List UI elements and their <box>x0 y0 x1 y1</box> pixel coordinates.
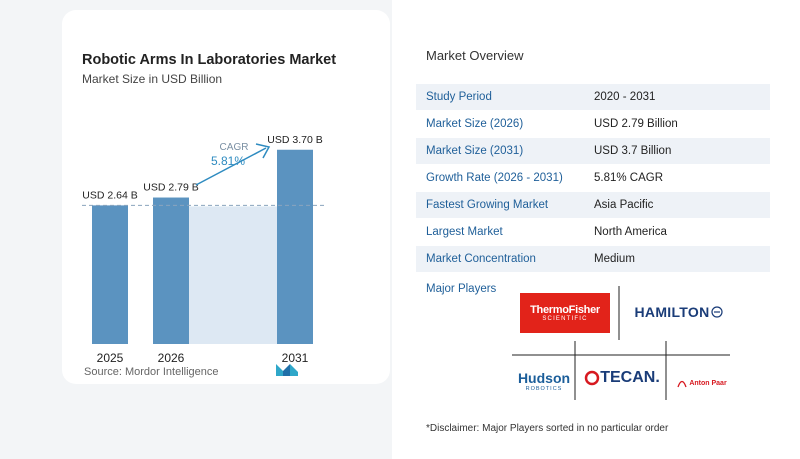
overview-row: Largest Market North America <box>416 219 770 246</box>
growth-region <box>189 206 277 344</box>
hamilton-logo: HAMILTON <box>624 300 734 324</box>
overview-row: Market Concentration Medium <box>416 246 770 273</box>
category-label: 2026 <box>158 351 185 365</box>
bar <box>153 197 189 344</box>
category-label: 2025 <box>97 351 124 365</box>
bar-value-label: USD 2.79 B <box>143 182 198 194</box>
hudson-sub: ROBOTICS <box>525 386 563 392</box>
overview-row: Market Size (2026) USD 2.79 Billion <box>416 111 770 138</box>
bar-value-label: USD 3.70 B <box>267 134 322 146</box>
overview-value: North America <box>594 226 667 238</box>
chart-title: Robotic Arms In Laboratories Market <box>82 52 337 68</box>
market-overview-panel: Market Overview Study Period 2020 - 2031 M… <box>392 0 800 459</box>
overview-label: Growth Rate (2026 - 2031) <box>426 172 563 184</box>
thermofisher-logo: ThermoFisher SCIENTIFIC <box>520 293 610 333</box>
players-title: Major Players <box>426 283 497 295</box>
overview-value: 2020 - 2031 <box>594 91 656 103</box>
overview-label: Fastest Growing Market <box>426 199 549 211</box>
bar-value-label: USD 2.64 B <box>82 189 137 201</box>
hudson-logo: Hudson ROBOTICS <box>512 368 576 394</box>
cagr-label: CAGR <box>220 142 249 153</box>
category-label: 2031 <box>282 351 309 365</box>
bar <box>92 205 128 344</box>
overview-value: 5.81% CAGR <box>594 172 664 184</box>
overview-row: Market Size (2031) USD 3.7 Billion <box>416 138 770 165</box>
overview-row: Study Period 2020 - 2031 <box>416 84 770 111</box>
hudson-name: Hudson <box>517 370 571 386</box>
overview-value: USD 3.7 Billion <box>594 145 672 157</box>
disclaimer: *Disclaimer: Major Players sorted in no … <box>426 423 669 434</box>
cagr-arrow <box>195 147 267 186</box>
chart-subtitle: Market Size in USD Billion <box>82 72 223 86</box>
overview-label: Largest Market <box>426 226 503 238</box>
overview-label: Study Period <box>426 91 492 103</box>
overview-table: Study Period 2020 - 2031 Market Size (2026… <box>416 84 770 273</box>
mordor-logo-icon <box>276 364 298 376</box>
overview-title: Market Overview <box>426 48 524 63</box>
anton-paar-logo: Anton Paar <box>672 374 732 392</box>
overview-label: Market Size (2026) <box>426 118 524 130</box>
overview-value: Medium <box>594 253 635 265</box>
overview-value: USD 2.79 Billion <box>594 118 678 130</box>
tecan-logo: TECAN. <box>580 364 664 392</box>
cagr-arrowhead <box>255 143 271 159</box>
chart-card: Robotic Arms In Laboratories Market Mark… <box>62 10 390 384</box>
thermofisher-sub: SCIENTIFIC <box>542 316 588 322</box>
hamilton-name: HAMILTON <box>634 304 710 320</box>
overview-value: Asia Pacific <box>594 199 654 211</box>
overview-row: Fastest Growing Market Asia Pacific <box>416 192 770 219</box>
bar <box>277 149 313 344</box>
hamilton-mark-icon <box>711 306 724 318</box>
anton-paar-name: Anton Paar <box>689 379 727 387</box>
overview-row: Growth Rate (2026 - 2031) 5.81% CAGR <box>416 165 770 192</box>
overview-label: Market Size (2031) <box>426 145 524 157</box>
bar-chart: USD 2.64 B USD 2.79 B USD 3.70 B 2025 2026 20… <box>82 134 324 365</box>
overview-label: Market Concentration <box>426 253 536 265</box>
tecan-name: TECAN. <box>600 369 660 386</box>
anton-paar-mark-icon <box>677 380 687 388</box>
thermofisher-name: ThermoFisher <box>530 304 600 316</box>
cagr-value: 5.81% <box>211 154 245 168</box>
source-text: Source: Mordor Intelligence <box>84 366 219 378</box>
tecan-ring-icon <box>584 370 600 386</box>
players-grid <box>512 286 730 400</box>
